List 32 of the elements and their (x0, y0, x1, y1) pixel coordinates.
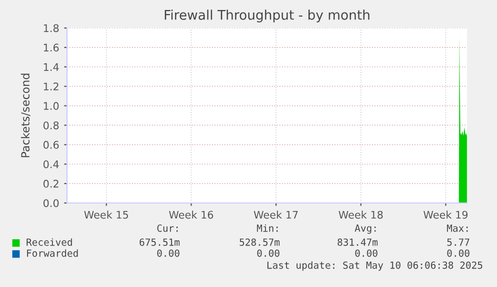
text: 0.00 (447, 249, 470, 257)
y-tick-label: 0.6 (43, 140, 59, 149)
y-tick-label: 0.0 (43, 199, 59, 208)
y-tick-label: 1.8 (44, 24, 59, 32)
text: 5.77 (447, 238, 470, 246)
text: 831.47m (338, 238, 378, 246)
text: 675.51m (140, 238, 180, 246)
text: Last update: Sat May 10 06:06:38 2025 (267, 261, 482, 271)
y-tick-label: 1.6 (44, 44, 59, 52)
text: 0.00 (157, 249, 180, 257)
legend-label: Forwarded (27, 249, 78, 257)
text: Cur: (157, 224, 178, 232)
x-tick-label: Week 15 (84, 210, 128, 219)
text: 0.00 (355, 249, 378, 257)
text: Max: (446, 224, 468, 232)
y-tick-label: 1.2 (44, 82, 58, 90)
y-tick-label: 0.4 (43, 160, 59, 168)
x-tick-label: Week 18 (338, 210, 383, 219)
y-tick-label: 1.4 (44, 63, 59, 71)
y-axis-title: Packets/second (20, 74, 30, 158)
text: 528.57m (240, 238, 280, 246)
x-tick-label: Week 19 (424, 210, 468, 219)
x-tick-label: Week 16 (169, 210, 214, 219)
text: Min: (256, 224, 278, 232)
y-tick-label: 1.0 (44, 102, 59, 110)
text: 0.00 (257, 249, 280, 257)
x-tick-label: Week 17 (254, 210, 298, 219)
chart-title: Firewall Throughput - by month (164, 10, 370, 22)
y-tick-label: 0.8 (43, 121, 59, 130)
text: Avg: (354, 224, 376, 234)
y-tick-label: 0.2 (43, 180, 58, 188)
legend-label: Received (26, 238, 72, 246)
